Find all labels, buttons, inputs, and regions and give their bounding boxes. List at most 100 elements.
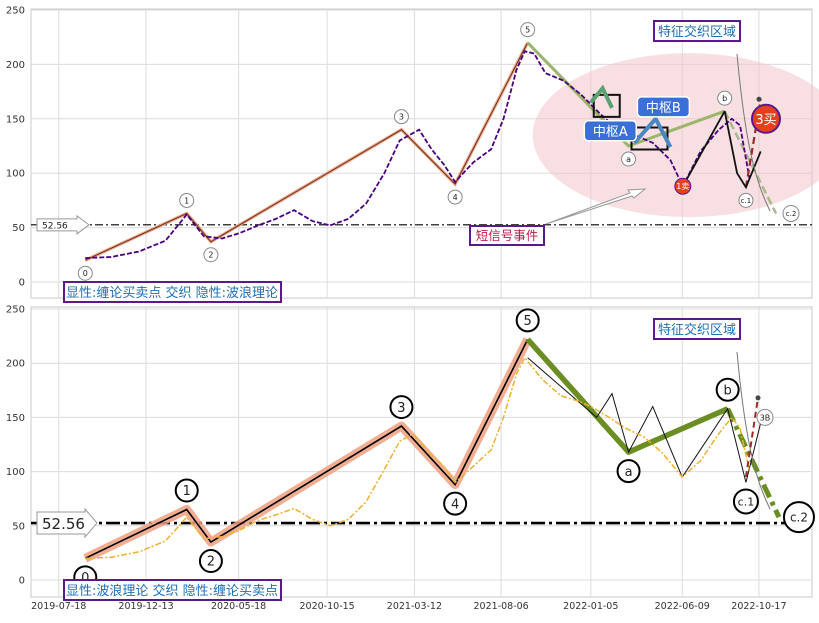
wave-marker (443, 491, 468, 516)
y-tick-label: 150 (6, 114, 25, 125)
pivot-shape (632, 115, 673, 149)
wave-marker (198, 549, 223, 574)
wave-marker (674, 177, 692, 195)
wave-marker-label: 1卖 (676, 182, 689, 191)
y-tick-label: 100 (6, 169, 25, 180)
reference-label: 52.56 (42, 515, 85, 533)
wave-marker (715, 377, 740, 402)
legend-box (63, 281, 282, 303)
wave-marker (732, 488, 759, 515)
wave-marker-label: 3 (397, 401, 405, 416)
buy3-label: 3买 (755, 113, 776, 128)
x-tick-label: 2019-07-18 (31, 601, 86, 612)
x-tick-label: 2021-03-12 (387, 601, 442, 612)
wave-marker-label: b (722, 94, 727, 103)
x-tick-label: 2022-06-09 (655, 601, 710, 612)
wave-marker (621, 151, 637, 167)
wave-marker-label: 4 (453, 193, 458, 202)
x-tick-label: 2020-10-15 (300, 601, 355, 612)
wave-marker-label: 0 (81, 571, 89, 586)
y-tick-label: 100 (6, 467, 25, 478)
x-tick-label: 2022-10-17 (731, 601, 786, 612)
short-signal-label: 短信号事件 (476, 228, 539, 243)
wave-marker-label: c.2 (790, 510, 808, 524)
pivot-shape (589, 84, 614, 109)
wave-marker (782, 204, 800, 222)
wave-marker (717, 90, 733, 106)
wave-marker-label: 2 (207, 555, 215, 570)
correction-dashed (723, 110, 778, 215)
wave-marker-label: a (626, 155, 631, 164)
wave-marker-label: b (724, 383, 732, 398)
x-tick-label: 2019-12-13 (118, 601, 173, 612)
wave-marker-label: 1 (184, 196, 189, 205)
zone-b-label: 中枢B (646, 101, 681, 116)
y-tick-label: 50 (12, 223, 25, 234)
wave-line (85, 42, 529, 261)
wave-marker (179, 192, 195, 208)
wave-marker (616, 459, 641, 484)
y-tick-label: 200 (6, 60, 25, 71)
wave-marker-label: c.1 (741, 197, 752, 205)
wave-line (84, 338, 529, 560)
feature-zone-box (653, 20, 741, 42)
wave-marker-label: a (625, 465, 633, 480)
x-tick-label: 2022-01-05 (563, 601, 618, 612)
wave-marker (515, 308, 540, 333)
wave-marker-label: 2 (208, 251, 213, 260)
buy3-label: 3B (760, 413, 771, 422)
feature-zone-arrow (736, 53, 771, 212)
wave-marker (393, 109, 409, 125)
feature-zone-label: 特征交织区域 (658, 322, 736, 338)
wave-marker (447, 189, 463, 205)
sub-wave-line (682, 110, 726, 187)
y-tick-label: 150 (6, 413, 25, 424)
zone-b-box (636, 96, 691, 118)
sub-wave-line (723, 111, 762, 190)
feature-zone-box (653, 318, 741, 340)
wave-marker-label: 5 (525, 26, 530, 35)
reference-arrow (36, 214, 90, 235)
buy-path (744, 99, 762, 188)
short-signal-box (469, 225, 545, 246)
price-line (85, 356, 751, 560)
price-line (85, 50, 751, 259)
feature-zone-arrow (736, 351, 771, 510)
wave-marker-label: c.2 (786, 210, 797, 218)
wave-marker-label: 0 (83, 269, 88, 278)
y-tick-label: 50 (12, 521, 25, 532)
buy3-dot (755, 395, 761, 401)
y-tick-label: 250 (6, 6, 25, 17)
panel-top: 0 50 100 150 200 250 52.56 中枢A 中枢B 0 1 2 3 4 5 a 1卖 b c.1 c… (6, 6, 819, 303)
correction-line (526, 41, 726, 148)
wave-marker (782, 501, 815, 534)
wave-marker (203, 247, 219, 263)
buy3-marker (751, 103, 781, 134)
wave-marker (174, 478, 199, 503)
y-tick-label: 0 (19, 576, 25, 587)
wave-marker-label: 1 (183, 484, 191, 499)
x-tick-label: 2020-05-18 (211, 601, 266, 612)
y-tick-label: 250 (6, 305, 25, 316)
legend-label: 显性:缠论买卖点 交织 隐性:波浪理论 (66, 285, 278, 301)
wave-marker-label: 3 (399, 113, 404, 122)
buy3-dot (756, 96, 762, 102)
reference-arrow (36, 507, 98, 539)
buy3-marker (756, 408, 774, 426)
y-tick-label: 200 (6, 359, 25, 370)
feature-zone-label: 特征交织区域 (658, 24, 736, 40)
x-tick-label: 2021-08-06 (474, 601, 529, 612)
wave-marker-label: 4 (451, 497, 459, 512)
wave-marker-label: c.1 (738, 495, 755, 508)
reference-label: 52.56 (42, 221, 68, 231)
zone-a-label: 中枢A (593, 125, 628, 140)
buy-path (744, 397, 759, 478)
wave-marker-label: 5 (524, 314, 532, 329)
sub-wave-line (527, 357, 762, 483)
wave-marker (77, 265, 93, 281)
legend-box (63, 579, 282, 601)
zone-a-box (583, 120, 638, 142)
